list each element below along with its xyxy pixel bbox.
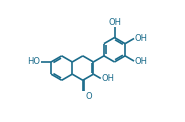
Text: HO: HO <box>27 57 40 66</box>
Text: O: O <box>86 92 92 101</box>
Text: OH: OH <box>134 34 148 43</box>
Text: OH: OH <box>108 18 121 27</box>
Text: OH: OH <box>134 57 148 66</box>
Text: OH: OH <box>101 74 114 83</box>
